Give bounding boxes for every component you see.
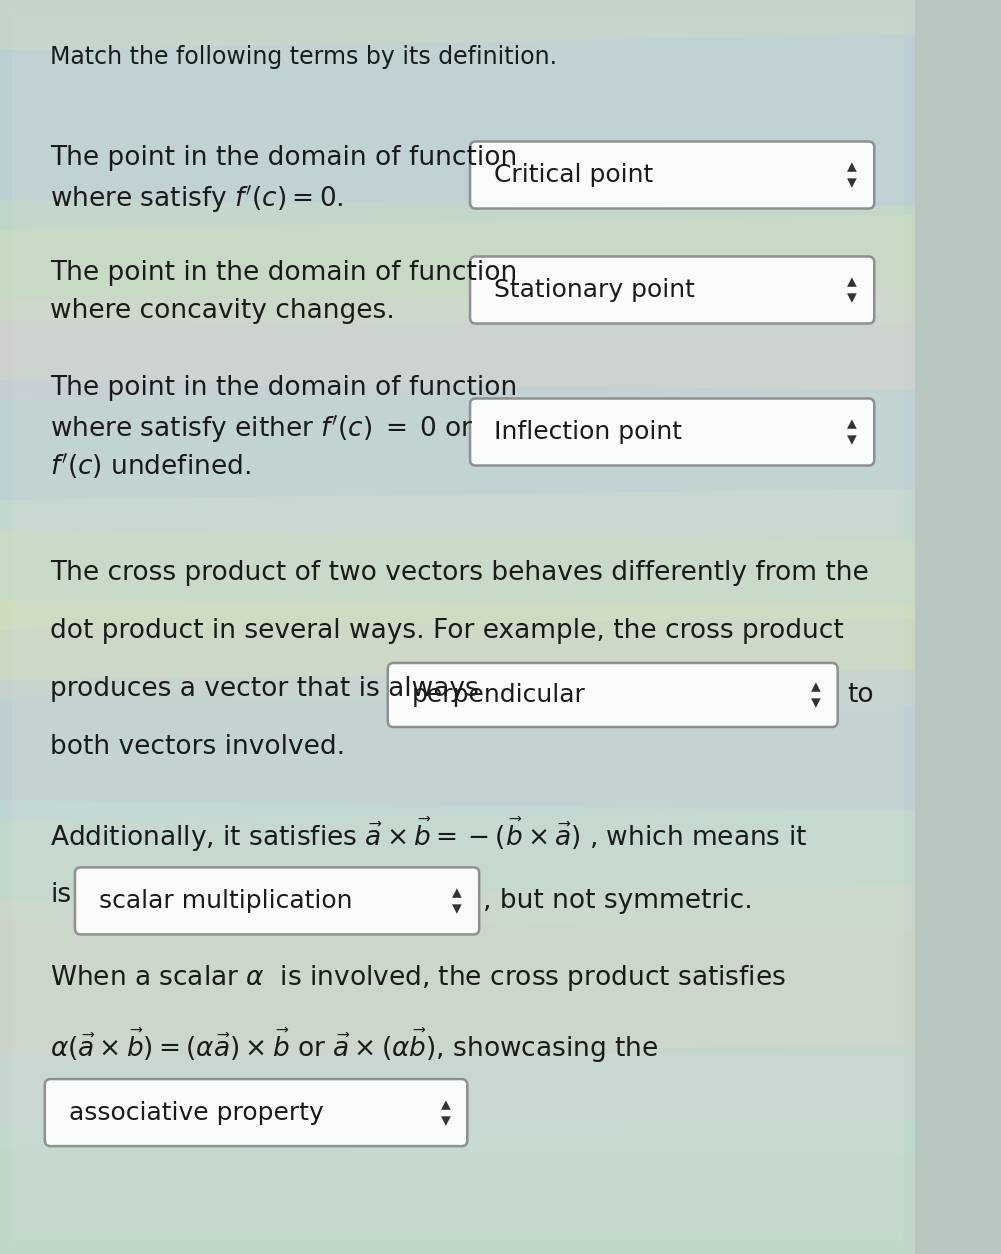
FancyBboxPatch shape: [45, 1080, 467, 1146]
FancyBboxPatch shape: [387, 663, 838, 727]
Text: $f'(c)$ undefined.: $f'(c)$ undefined.: [50, 451, 251, 482]
FancyBboxPatch shape: [470, 142, 874, 208]
Text: Critical point: Critical point: [493, 163, 653, 187]
Text: ▴
▾: ▴ ▾: [811, 677, 821, 712]
FancyBboxPatch shape: [470, 257, 874, 324]
FancyBboxPatch shape: [75, 868, 479, 934]
Text: ▴
▾: ▴ ▾: [848, 158, 857, 193]
Text: where satisfy either $f'(c)\;=\;0$ or: where satisfy either $f'(c)\;=\;0$ or: [50, 413, 473, 445]
Text: Inflection point: Inflection point: [493, 420, 682, 444]
Polygon shape: [0, 380, 915, 540]
Text: to: to: [848, 682, 874, 709]
Polygon shape: [0, 1050, 915, 1155]
Text: The point in the domain of function: The point in the domain of function: [50, 375, 518, 401]
Text: both vectors involved.: both vectors involved.: [50, 734, 345, 760]
Text: The point in the domain of function: The point in the domain of function: [50, 260, 518, 286]
Polygon shape: [0, 800, 915, 930]
Text: where concavity changes.: where concavity changes.: [50, 298, 395, 324]
Text: $\alpha(\vec{a} \times \vec{b}) = (\alpha\vec{a}) \times \vec{b}$ or $\vec{a} \t: $\alpha(\vec{a} \times \vec{b}) = (\alph…: [50, 1027, 659, 1066]
Text: is: is: [50, 882, 71, 908]
Polygon shape: [0, 599, 915, 705]
Text: Additionally, it satisfies $\vec{a} \times \vec{b} = -(\vec{b} \times \vec{a})$ : Additionally, it satisfies $\vec{a} \tim…: [50, 815, 808, 854]
Text: ▴
▾: ▴ ▾: [848, 272, 857, 307]
FancyBboxPatch shape: [470, 399, 874, 465]
Text: Match the following terms by its definition.: Match the following terms by its definit…: [50, 45, 558, 69]
Text: ▴
▾: ▴ ▾: [848, 415, 857, 449]
Text: ▴
▾: ▴ ▾: [452, 883, 462, 918]
Text: When a scalar $\alpha$  is involved, the cross product satisfies: When a scalar $\alpha$ is involved, the …: [50, 963, 786, 993]
Polygon shape: [0, 34, 915, 229]
Text: ▴
▾: ▴ ▾: [440, 1095, 450, 1130]
Text: associative property: associative property: [69, 1101, 323, 1125]
Text: scalar multiplication: scalar multiplication: [99, 889, 352, 913]
Text: perpendicular: perpendicular: [411, 683, 586, 707]
Text: dot product in several ways. For example, the cross product: dot product in several ways. For example…: [50, 618, 844, 645]
Polygon shape: [0, 670, 915, 820]
Polygon shape: [0, 199, 915, 326]
Text: Stationary point: Stationary point: [493, 278, 695, 302]
Polygon shape: [0, 290, 915, 400]
Text: where satisfy $f'(c) = 0$.: where satisfy $f'(c) = 0$.: [50, 183, 343, 214]
Text: produces a vector that is always: produces a vector that is always: [50, 676, 479, 702]
Text: The point in the domain of function: The point in the domain of function: [50, 145, 518, 171]
Polygon shape: [0, 1117, 915, 1254]
Polygon shape: [0, 883, 915, 1060]
Polygon shape: [0, 489, 915, 630]
FancyBboxPatch shape: [12, 13, 904, 1241]
Text: The cross product of two vectors behaves differently from the: The cross product of two vectors behaves…: [50, 561, 869, 586]
Text: , but not symmetric.: , but not symmetric.: [482, 888, 753, 914]
